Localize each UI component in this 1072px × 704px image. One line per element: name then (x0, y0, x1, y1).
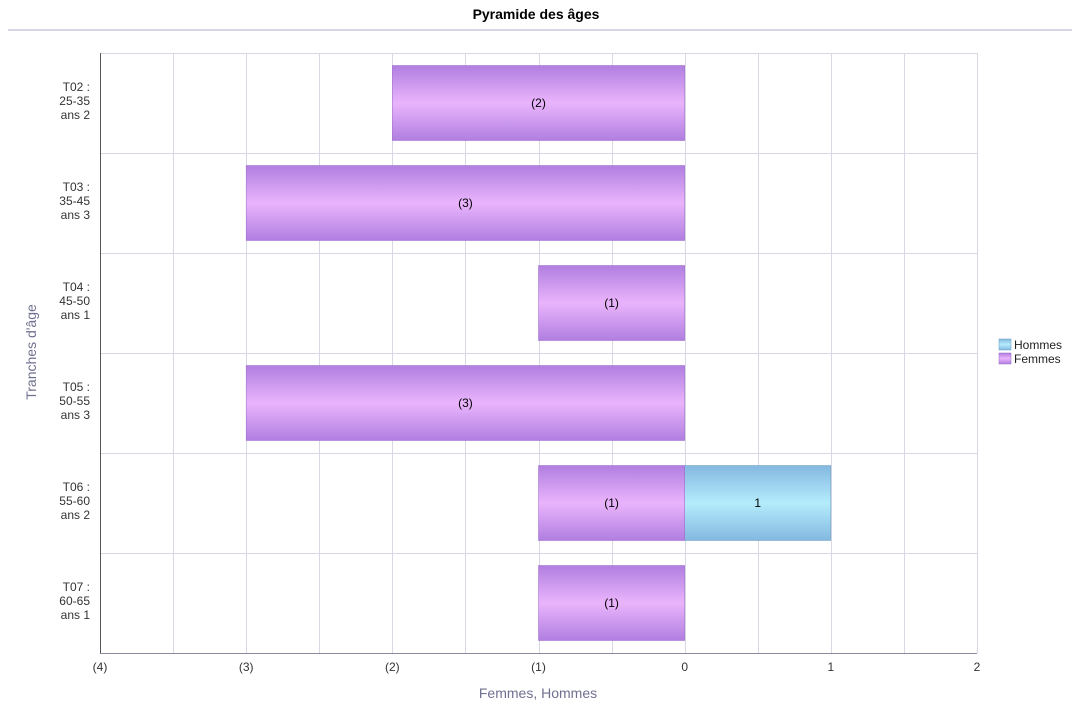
bar-value-label: (3) (458, 196, 473, 210)
bar-femmes (245, 365, 685, 441)
bar-value-label: (1) (604, 496, 619, 510)
x-tick-label: (3) (239, 660, 254, 674)
x-tick-label: (2) (385, 660, 400, 674)
legend: Hommes Femmes (998, 338, 1062, 366)
x-axis-title: Femmes, Hommes (479, 685, 597, 701)
category-label: T05 :50-55 ans 3 (59, 380, 90, 422)
bar-femmes (538, 265, 685, 341)
chart-title: Pyramide des âges (472, 6, 600, 22)
bar-value-label: (1) (604, 596, 619, 610)
y-axis-title: Tranches d'âge (23, 304, 39, 400)
bar-value-label: (1) (604, 296, 619, 310)
legend-swatch-femmes (998, 352, 1012, 365)
category-label: T04 :45-50 ans 1 (59, 280, 90, 322)
bar-femmes (392, 65, 685, 141)
bar-femmes (538, 565, 685, 641)
bar-femmes (245, 165, 685, 241)
bars (245, 65, 832, 641)
category-label: T03 :35-45 ans 3 (59, 180, 90, 222)
category-label: T07 :60-65 ans 1 (59, 580, 90, 622)
grid-lines (100, 53, 978, 653)
x-tick-label: 2 (974, 660, 981, 674)
x-tick-label: 1 (827, 660, 834, 674)
legend-label-femmes: Femmes (1014, 352, 1061, 366)
bar-hommes (684, 465, 832, 541)
legend-swatch-hommes (998, 338, 1012, 351)
bar-femmes (538, 465, 685, 541)
legend-label-hommes: Hommes (1014, 338, 1062, 352)
x-tick-label: (4) (93, 660, 108, 674)
x-tick-label: 0 (681, 660, 688, 674)
axes (100, 53, 977, 654)
bar-value-label: 1 (754, 496, 761, 510)
bar-value-label: (2) (531, 96, 546, 110)
bar-value-label: (3) (458, 396, 473, 410)
labels: 1 (2) (3) (1) (3) (1) (1) (4) (3) (2) (1) 0 1 2 T02 :2… (59, 80, 980, 674)
category-label: T06 :55-60 ans 2 (59, 480, 90, 522)
x-tick-label: (1) (531, 660, 546, 674)
title-divider (8, 29, 1072, 31)
category-label: T02 :25-35 ans 2 (59, 80, 90, 122)
